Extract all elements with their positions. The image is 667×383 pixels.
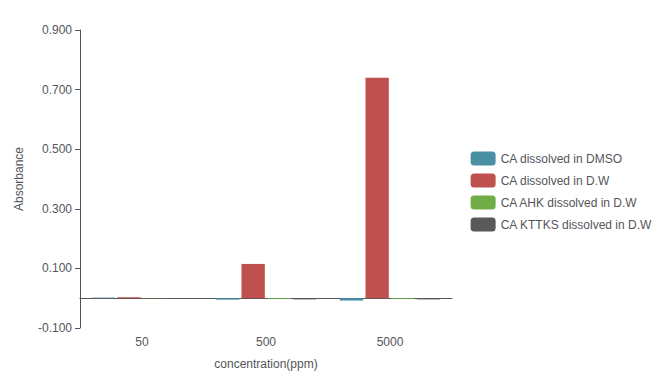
svg-text:concentration(ppm): concentration(ppm) (214, 357, 317, 371)
svg-text:CA dissolved in D.W: CA dissolved in D.W (501, 174, 610, 188)
svg-text:0.500: 0.500 (42, 142, 72, 156)
svg-text:500: 500 (256, 335, 276, 349)
svg-text:0.700: 0.700 (42, 83, 72, 97)
svg-text:5000: 5000 (377, 335, 404, 349)
svg-text:CA dissolved in DMSO: CA dissolved in DMSO (501, 152, 622, 166)
svg-text:0.300: 0.300 (42, 202, 72, 216)
svg-text:0.900: 0.900 (42, 23, 72, 37)
svg-text:50: 50 (135, 335, 149, 349)
svg-text:0.100: 0.100 (42, 261, 72, 275)
svg-text:CA KTTKS dissolved in D.W: CA KTTKS dissolved in D.W (501, 218, 652, 232)
svg-text:CA AHK dissolved in D.W: CA AHK dissolved in D.W (501, 196, 638, 210)
svg-text:Absorbance: Absorbance (12, 147, 26, 211)
svg-text:-0.100: -0.100 (38, 321, 72, 335)
